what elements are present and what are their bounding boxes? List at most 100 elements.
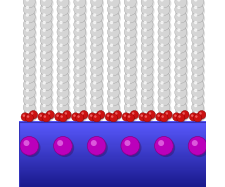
Circle shape — [193, 5, 205, 17]
Circle shape — [42, 88, 54, 100]
Circle shape — [177, 74, 180, 77]
Circle shape — [109, 65, 121, 77]
Circle shape — [176, 111, 188, 122]
Circle shape — [143, 73, 155, 85]
Circle shape — [176, 95, 188, 107]
Circle shape — [160, 51, 164, 54]
Bar — [19, 155, 206, 157]
Circle shape — [193, 20, 205, 32]
Circle shape — [92, 111, 104, 122]
Circle shape — [176, 13, 188, 24]
Circle shape — [91, 0, 103, 8]
Circle shape — [25, 13, 37, 24]
Circle shape — [177, 21, 180, 24]
Circle shape — [176, 88, 188, 100]
Circle shape — [131, 111, 139, 119]
Circle shape — [75, 58, 87, 70]
Circle shape — [58, 50, 70, 62]
Circle shape — [177, 81, 180, 85]
Circle shape — [26, 21, 29, 24]
Circle shape — [93, 6, 96, 9]
Circle shape — [175, 0, 187, 8]
Circle shape — [42, 27, 54, 39]
Circle shape — [182, 112, 185, 115]
Circle shape — [23, 3, 35, 15]
Circle shape — [92, 58, 104, 70]
Circle shape — [160, 80, 171, 92]
Circle shape — [23, 86, 35, 98]
Circle shape — [108, 102, 119, 114]
Circle shape — [110, 28, 113, 32]
Circle shape — [109, 80, 121, 92]
Circle shape — [177, 0, 180, 2]
Circle shape — [26, 81, 29, 85]
Bar — [19, 166, 206, 167]
Circle shape — [25, 80, 37, 92]
Circle shape — [127, 104, 130, 107]
Circle shape — [190, 114, 198, 122]
Circle shape — [23, 49, 35, 61]
Circle shape — [89, 114, 97, 122]
Circle shape — [42, 43, 54, 55]
Circle shape — [164, 111, 172, 119]
Circle shape — [124, 34, 136, 46]
Circle shape — [193, 0, 205, 9]
Circle shape — [193, 27, 205, 39]
Circle shape — [92, 65, 104, 77]
Bar — [19, 121, 206, 123]
Circle shape — [27, 115, 29, 118]
Circle shape — [76, 0, 79, 2]
Circle shape — [58, 0, 70, 9]
Circle shape — [192, 0, 204, 8]
Circle shape — [160, 95, 171, 107]
Circle shape — [160, 103, 171, 115]
Circle shape — [57, 79, 69, 91]
Circle shape — [155, 137, 173, 155]
Circle shape — [23, 26, 35, 38]
Circle shape — [74, 41, 86, 53]
Circle shape — [160, 5, 171, 17]
Circle shape — [106, 114, 114, 122]
Circle shape — [42, 95, 54, 107]
Circle shape — [59, 13, 63, 17]
Circle shape — [56, 138, 74, 157]
Circle shape — [193, 88, 205, 100]
Circle shape — [109, 73, 121, 85]
Circle shape — [127, 51, 130, 54]
Circle shape — [44, 115, 46, 118]
Circle shape — [92, 27, 104, 39]
Circle shape — [127, 13, 130, 17]
Circle shape — [29, 111, 38, 119]
Bar — [19, 130, 206, 131]
Circle shape — [177, 59, 180, 62]
Circle shape — [108, 71, 119, 83]
Circle shape — [141, 86, 153, 98]
Circle shape — [141, 109, 153, 121]
Bar — [19, 158, 206, 160]
Circle shape — [177, 44, 180, 47]
Circle shape — [105, 113, 113, 121]
Circle shape — [109, 58, 121, 70]
Circle shape — [23, 41, 35, 53]
Circle shape — [160, 20, 171, 32]
Circle shape — [55, 113, 63, 121]
Circle shape — [40, 41, 52, 53]
Bar — [19, 165, 206, 166]
Circle shape — [175, 56, 187, 68]
Circle shape — [126, 65, 138, 77]
Circle shape — [63, 111, 71, 119]
Circle shape — [76, 6, 79, 9]
Circle shape — [141, 34, 153, 46]
Circle shape — [141, 26, 153, 38]
Circle shape — [124, 49, 136, 61]
Bar — [19, 171, 206, 172]
Circle shape — [139, 113, 147, 121]
Circle shape — [176, 80, 188, 92]
Circle shape — [76, 51, 79, 54]
Circle shape — [93, 114, 101, 123]
Bar — [19, 160, 206, 161]
Circle shape — [76, 104, 79, 107]
Circle shape — [74, 19, 86, 30]
Circle shape — [92, 103, 104, 115]
Circle shape — [26, 111, 29, 115]
